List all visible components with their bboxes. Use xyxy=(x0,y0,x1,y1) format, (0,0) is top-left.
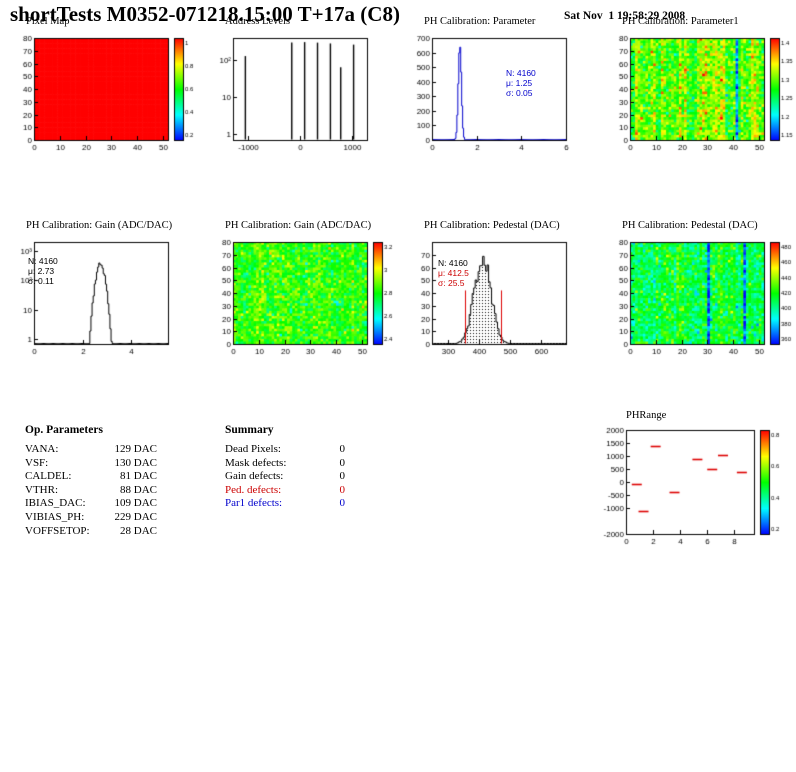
op-param-row-ibias-dac: IBIAS_DAC: 109 DAC xyxy=(25,497,157,511)
op-param-value: 109 DAC xyxy=(114,497,157,510)
stats-line: σ: 0.05 xyxy=(506,88,533,98)
panel-ph-pedestal-distribution: PH Calibration: Pedestal (DAC) N: 4160 μ:… xyxy=(406,216,606,376)
op-param-value: 81 DAC xyxy=(120,470,157,483)
panel-ph-range: PHRange xyxy=(600,406,796,566)
op-param-row-caldel: CALDEL: 81 DAC xyxy=(25,470,157,484)
pixel-map-plot xyxy=(8,32,208,162)
page-title: shortTests M0352-071218.15:00 T+17a (C8) xyxy=(10,2,400,26)
summary-row-gain-defects: Gain defects: 0 xyxy=(225,470,345,484)
summary-row-dead-pixels: Dead Pixels: 0 xyxy=(225,443,345,457)
panel-ph-gain-distribution: PH Calibration: Gain (ADC/DAC) N: 4160 μ:… xyxy=(8,216,208,376)
summary-row-ped-defects: Ped. defects: 0 xyxy=(225,484,345,498)
summary-label: Gain defects: xyxy=(225,470,284,483)
stats-line: N: 4160 xyxy=(506,68,536,78)
panel-title-ph-parameter: PH Calibration: Parameter xyxy=(424,16,536,27)
stats-line: μ: 412.5 xyxy=(438,268,469,278)
stats-line: N: 4160 xyxy=(28,256,58,266)
op-param-value: 28 DAC xyxy=(120,524,157,537)
summary-value: 0 xyxy=(339,470,346,483)
summary-value: 0 xyxy=(339,456,346,469)
stats-line: σ: 25.5 xyxy=(438,278,465,288)
stats-line: μ: 1.25 xyxy=(506,78,533,88)
ph-parameter1-map-plot xyxy=(604,32,796,162)
panel-title-ph-parameter1: PH Calibration: Parameter1 xyxy=(622,16,739,27)
op-param-label: IBIAS_DAC: xyxy=(25,497,86,510)
ph-range-plot xyxy=(600,426,796,556)
op-parameters-block: Op. Parameters VANA: 129 DAC VSF: 130 DA… xyxy=(25,424,157,538)
op-param-row-voffsetop: VOFFSETOP: 28 DAC xyxy=(25,525,157,539)
ph-pedestal-distribution-plot xyxy=(406,236,606,366)
summary-value: 0 xyxy=(339,443,346,455)
panel-title-ph-gain-distribution: PH Calibration: Gain (ADC/DAC) xyxy=(26,220,173,231)
summary-label: Mask defects: xyxy=(225,456,287,469)
panel-title-pixel-map: Pixel Map xyxy=(26,16,70,27)
op-param-value: 130 DAC xyxy=(114,456,157,469)
panel-ph-calibration-parameter1: PH Calibration: Parameter1 xyxy=(604,12,796,172)
summary-label: Dead Pixels: xyxy=(225,443,281,455)
panel-title-ph-pedestal-distribution: PH Calibration: Pedestal (DAC) xyxy=(424,220,560,231)
ph-parameter-plot xyxy=(406,32,606,162)
op-parameters-title: Op. Parameters xyxy=(25,424,103,436)
op-param-value: 229 DAC xyxy=(114,510,157,523)
op-param-label: VSF: xyxy=(25,456,49,469)
panel-ph-pedestal-map: PH Calibration: Pedestal (DAC) xyxy=(604,216,796,376)
stats-line: μ: 2.73 xyxy=(28,266,55,276)
ph-gain-distribution-plot xyxy=(8,236,208,366)
panel-ph-calibration-parameter: PH Calibration: Parameter N: 4160 μ: 1.25… xyxy=(406,12,606,172)
panel-title-address-levels: Address Levels xyxy=(225,16,291,27)
summary-label: Ped. defects: xyxy=(225,483,282,496)
op-param-value: 88 DAC xyxy=(120,483,157,496)
panel-address-levels: Address Levels xyxy=(207,12,407,172)
stats-line: N: 4160 xyxy=(438,258,468,268)
summary-row-mask-defects: Mask defects: 0 xyxy=(225,457,345,471)
summary-value: 0 xyxy=(339,483,346,496)
panel-title-ph-gain-map: PH Calibration: Gain (ADC/DAC) xyxy=(225,220,372,231)
panel-title-ph-range: PHRange xyxy=(626,410,667,421)
address-levels-plot xyxy=(207,32,407,162)
op-param-row-vibias-ph: VIBIAS_PH: 229 DAC xyxy=(25,511,157,525)
summary-value: 0 xyxy=(339,497,346,510)
stats-line: σ: 0.11 xyxy=(28,276,54,286)
panel-pixel-map: Pixel Map xyxy=(8,12,208,172)
panel-title-ph-pedestal-map: PH Calibration: Pedestal (DAC) xyxy=(622,220,758,231)
op-param-label: VOFFSETOP: xyxy=(25,524,90,537)
ph-pedestal-map-plot xyxy=(604,236,796,366)
panel-ph-gain-map: PH Calibration: Gain (ADC/DAC) xyxy=(207,216,407,376)
op-param-label: CALDEL: xyxy=(25,470,72,483)
summary-title: Summary xyxy=(225,424,274,436)
op-param-row-vthr: VTHR: 88 DAC xyxy=(25,484,157,498)
op-param-label: VANA: xyxy=(25,443,59,455)
op-param-value: 129 DAC xyxy=(114,443,157,455)
op-param-label: VIBIAS_PH: xyxy=(25,510,85,523)
op-param-row-vana: VANA: 129 DAC xyxy=(25,443,157,457)
summary-label: Par1 defects: xyxy=(225,497,283,510)
op-param-label: VTHR: xyxy=(25,483,58,496)
ph-gain-map-plot xyxy=(207,236,407,366)
report-date: Sat Nov 1 19:58:29 2008 xyxy=(564,10,686,22)
summary-block: Summary Dead Pixels: 0 Mask defects: 0 G… xyxy=(225,424,345,511)
summary-row-par1-defects: Par1 defects: 0 xyxy=(225,497,345,511)
op-param-row-vsf: VSF: 130 DAC xyxy=(25,457,157,471)
